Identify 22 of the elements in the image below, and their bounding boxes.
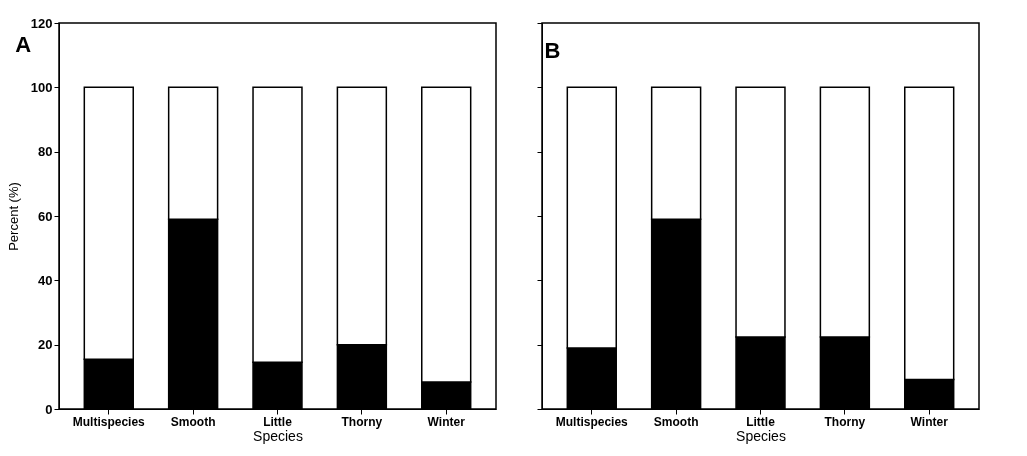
x-tick-label: Smooth	[653, 414, 699, 429]
y-tick-label: 120	[30, 15, 53, 31]
y-tick-label: 100	[30, 79, 53, 95]
x-tick-label: Multispecies	[555, 414, 629, 429]
y-tick-label: 20	[38, 337, 53, 353]
x-tick-label: Little	[746, 414, 776, 429]
y-axis-title: Percent (%)	[5, 182, 21, 251]
x-axis-title: Species	[253, 427, 303, 444]
x-tick-label: Winter	[427, 414, 466, 429]
x-tick-label: Smooth	[170, 414, 216, 429]
y-tick-label: 40	[38, 272, 53, 288]
x-tick-label: Winter	[910, 414, 949, 429]
x-axis-title: Species	[736, 427, 786, 444]
x-tick-label: Thorny	[824, 414, 866, 429]
x-tick-label: Multispecies	[72, 414, 146, 429]
x-tick-label: Thorny	[341, 414, 383, 429]
text: B	[544, 37, 561, 63]
y-tick-label: 80	[38, 144, 53, 160]
x-tick-label: Little	[263, 414, 293, 429]
y-tick-label: 60	[38, 208, 53, 224]
y-tick-label: 0	[45, 401, 53, 417]
chart-title: A	[15, 32, 32, 57]
